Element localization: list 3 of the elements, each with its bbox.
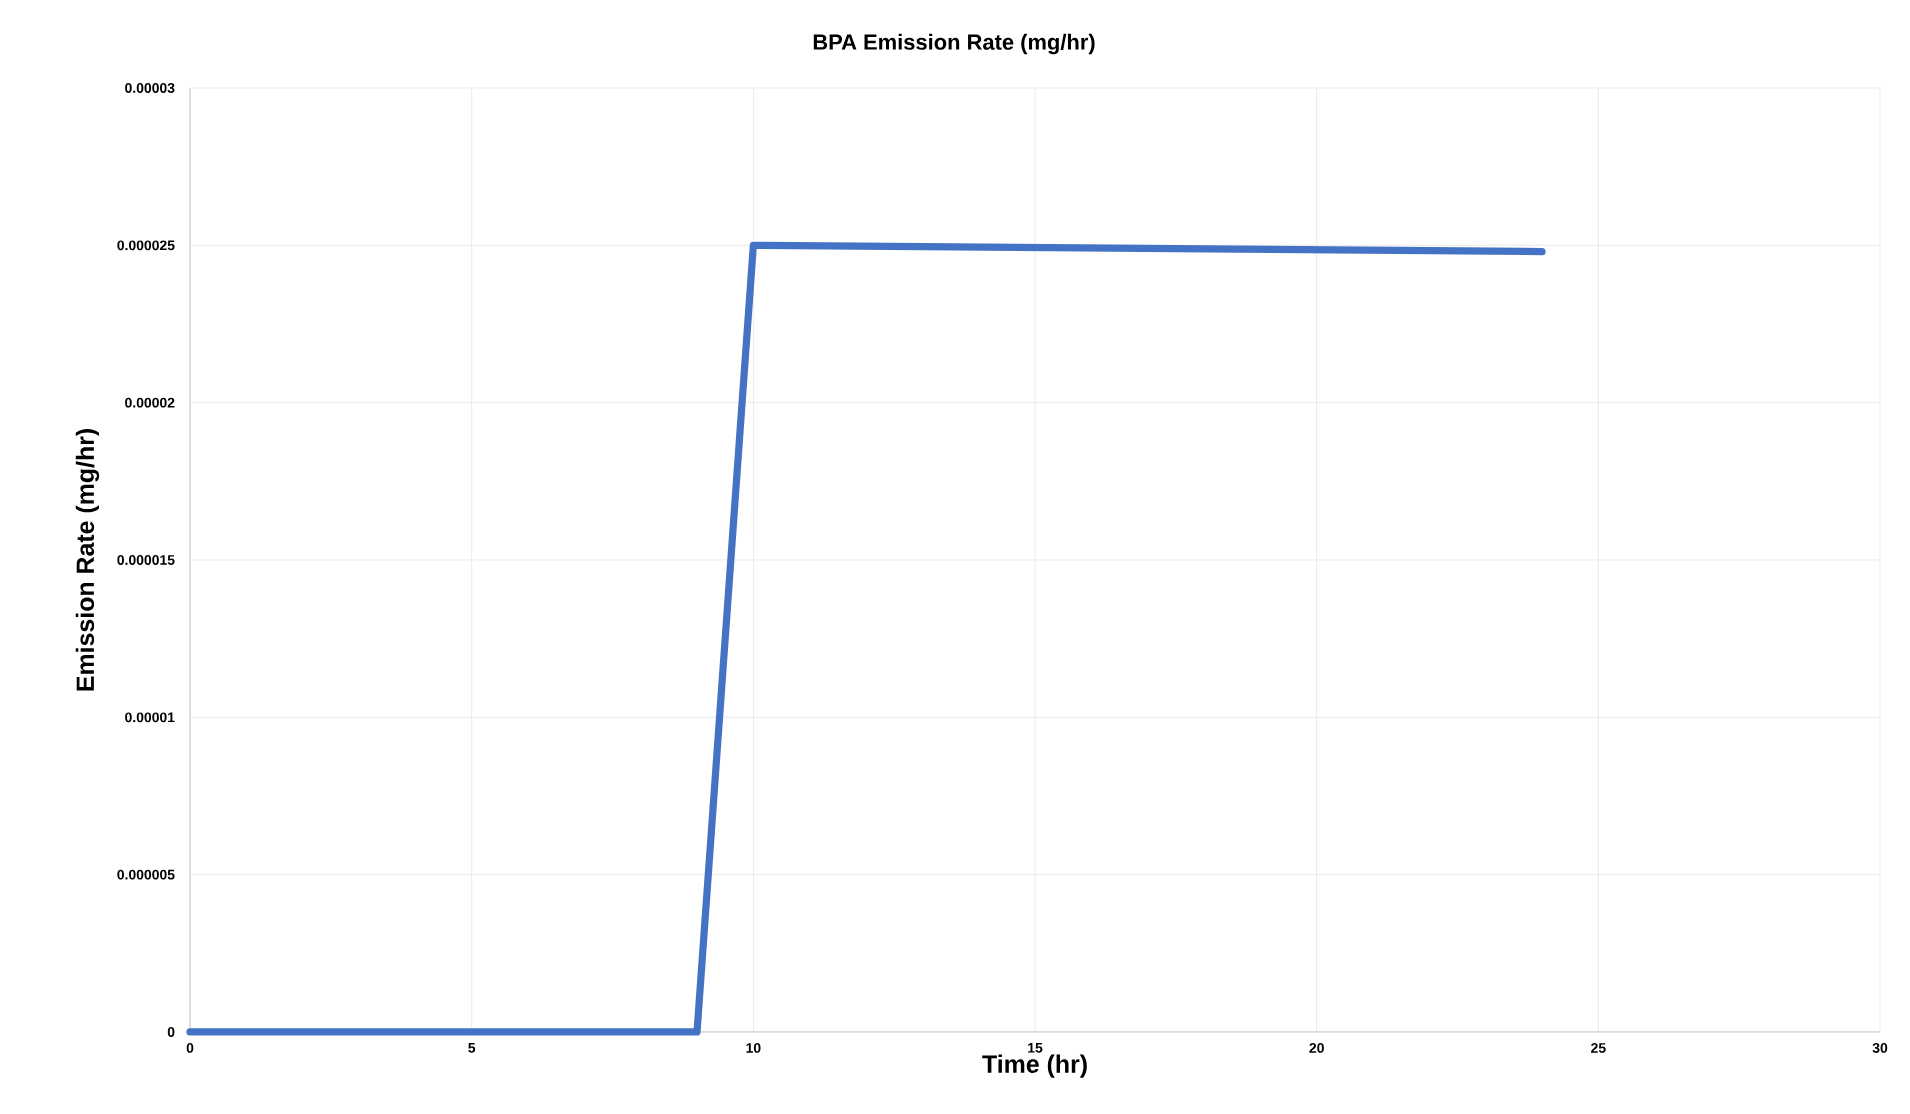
chart-title: BPA Emission Rate (mg/hr) bbox=[813, 33, 1095, 55]
x-axis-title: Time (hr) bbox=[982, 1054, 1087, 1078]
y-axis-title: Emission Rate (mg/hr) bbox=[75, 429, 100, 691]
